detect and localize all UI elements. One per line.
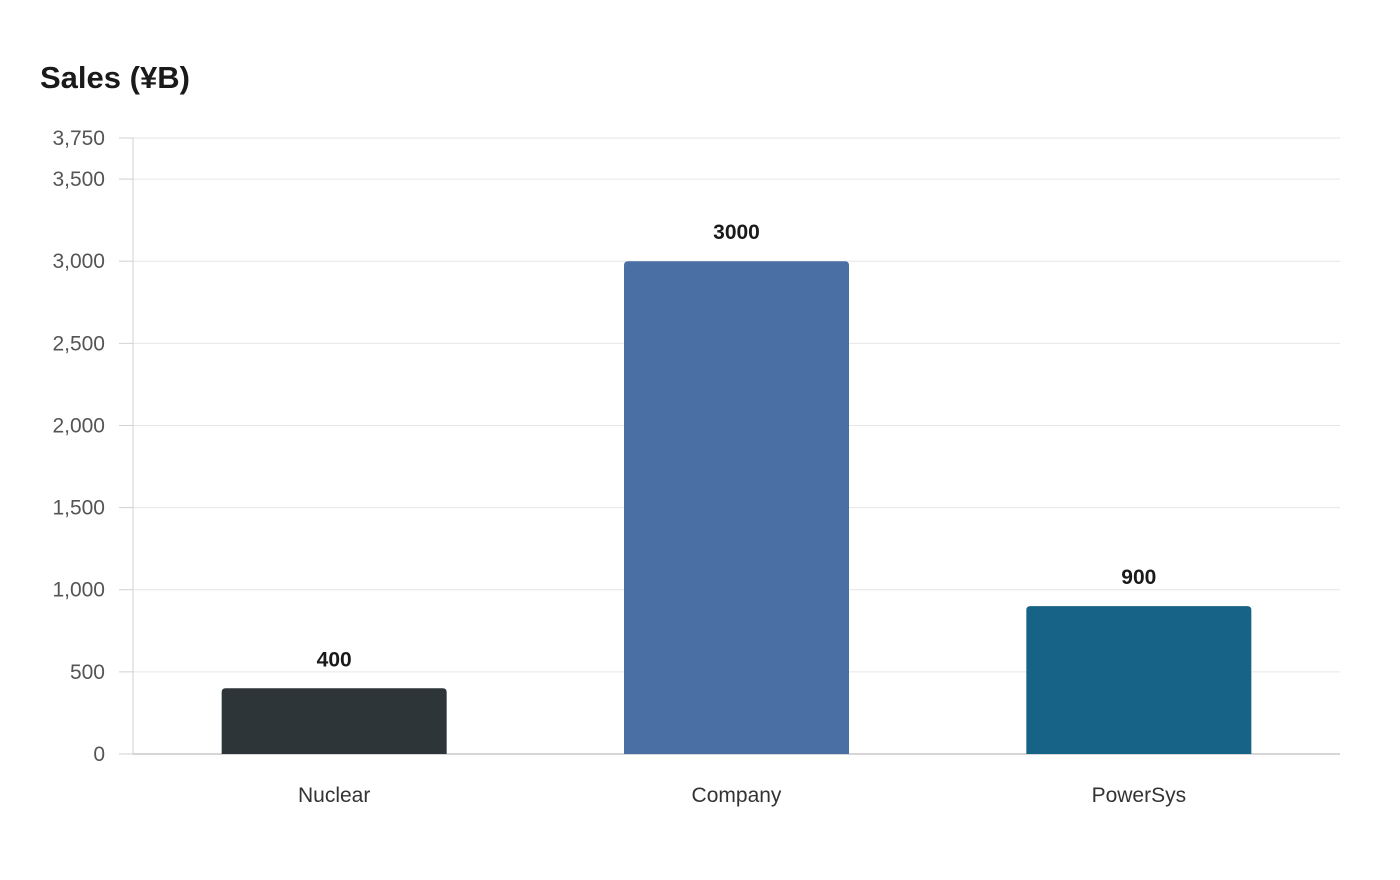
y-tick-label: 3,750 [52,127,105,150]
y-tick-label: 0 [93,743,105,766]
bar-powersys [1026,606,1252,754]
data-label: 900 [1121,566,1156,589]
x-tick-label: Nuclear [298,784,370,807]
chart-title: Sales (¥B) [40,60,190,95]
data-label: 3000 [713,221,760,244]
data-label: 400 [317,648,352,671]
bar-company [624,261,849,754]
y-tick-label: 1,000 [52,579,105,602]
y-tick-label: 3,500 [52,168,105,191]
y-tick-label: 1,500 [52,497,105,520]
y-tick-label: 3,000 [52,250,105,273]
x-tick-label: PowerSys [1092,784,1187,807]
bars [221,261,1252,754]
y-tick-label: 2,500 [52,332,105,355]
bar-nuclear [221,688,447,754]
x-tick-label: Company [692,784,782,807]
labels: 0 500 1,000 1,500 2,000 2,500 3,000 3,500 3,750 4… [52,127,1186,807]
y-tick-label: 2,000 [52,414,105,437]
y-tick-label: 500 [70,661,105,684]
